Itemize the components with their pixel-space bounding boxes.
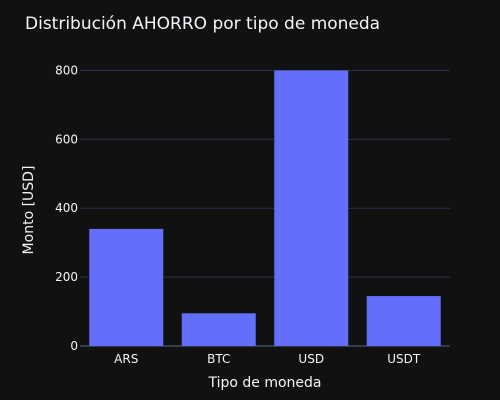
x-tick-label: BTC xyxy=(207,352,230,366)
x-tick-labels: ARS BTC USD USDT xyxy=(114,352,421,366)
bars-layer xyxy=(89,70,441,346)
y-tick-label: 600 xyxy=(55,132,78,146)
y-tick-labels: 0 200 400 600 800 xyxy=(55,63,78,353)
x-tick-label: ARS xyxy=(114,352,138,366)
x-tick-label: USD xyxy=(298,352,324,366)
y-tick-label: 400 xyxy=(55,201,78,215)
bar-usdt[interactable] xyxy=(366,296,441,346)
y-axis-title: Monto [USD] xyxy=(21,166,37,255)
y-tick-label: 800 xyxy=(55,63,78,77)
y-tick-label: 200 xyxy=(55,270,78,284)
chart-title: Distribución AHORRO por tipo de moneda xyxy=(25,14,380,34)
bar-ars[interactable] xyxy=(89,228,164,346)
bar-usd[interactable] xyxy=(274,70,349,346)
bar-btc[interactable] xyxy=(181,313,256,346)
y-tick-label: 0 xyxy=(70,339,78,353)
x-tick-label: USDT xyxy=(387,352,421,366)
x-axis-title: Tipo de moneda xyxy=(207,375,321,391)
